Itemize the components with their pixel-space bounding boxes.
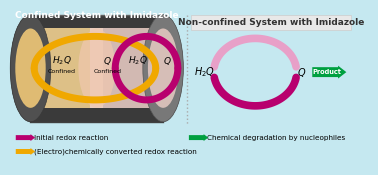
Text: $Q$: $Q$: [297, 66, 306, 79]
Bar: [90, 29, 163, 108]
FancyBboxPatch shape: [191, 15, 351, 30]
Ellipse shape: [15, 29, 46, 108]
Text: Chemical degradation by nucleophiles: Chemical degradation by nucleophiles: [207, 135, 345, 141]
Text: $Q$: $Q$: [104, 55, 112, 67]
Text: Confined System with Imidazole: Confined System with Imidazole: [15, 11, 179, 20]
Ellipse shape: [78, 29, 115, 108]
Ellipse shape: [14, 29, 47, 108]
FancyArrow shape: [16, 134, 35, 141]
Ellipse shape: [143, 15, 183, 122]
Ellipse shape: [143, 15, 183, 122]
Bar: [31, 29, 104, 108]
Bar: [31, 15, 163, 122]
Text: $H_2Q$: $H_2Q$: [52, 55, 72, 67]
Ellipse shape: [10, 15, 51, 122]
Text: $H_2Q$: $H_2Q$: [129, 55, 148, 67]
FancyArrow shape: [16, 148, 35, 155]
Text: $Q$: $Q$: [163, 55, 172, 67]
Text: Confined: Confined: [94, 69, 122, 74]
Text: (Electro)chemically converted redox reaction: (Electro)chemically converted redox reac…: [34, 148, 197, 155]
Text: $H_2Q$: $H_2Q$: [194, 65, 215, 79]
Text: Initial redox reaction: Initial redox reaction: [34, 135, 108, 141]
Ellipse shape: [10, 15, 51, 122]
Ellipse shape: [148, 29, 178, 108]
Text: Confined: Confined: [48, 69, 76, 74]
FancyArrow shape: [189, 134, 208, 141]
FancyArrow shape: [312, 66, 346, 79]
Text: Non-confined System with Imidazole: Non-confined System with Imidazole: [178, 18, 364, 27]
Text: Product: Product: [313, 69, 341, 75]
